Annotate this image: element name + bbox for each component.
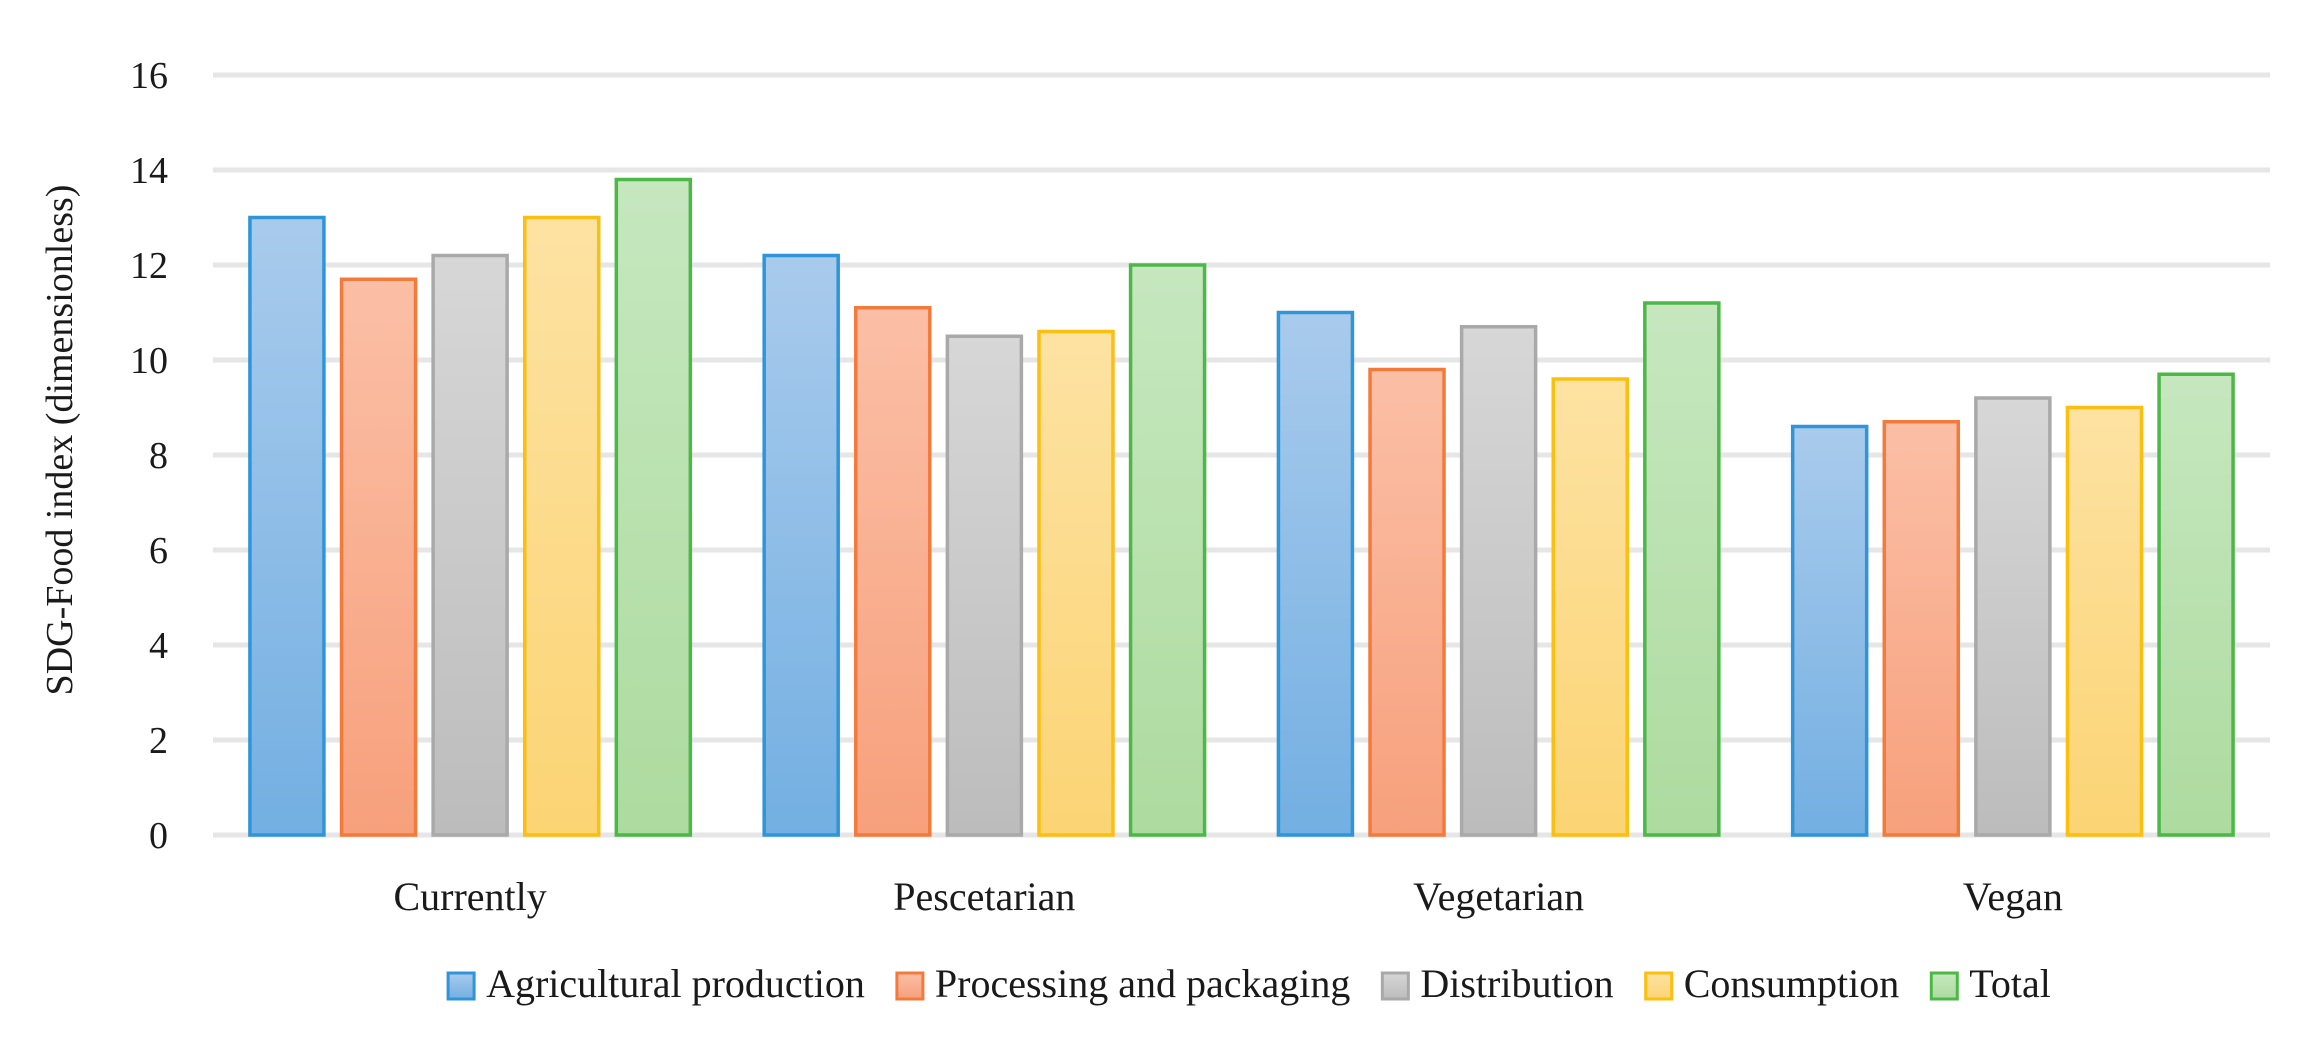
- legend-swatch: [1644, 971, 1674, 1001]
- y-tick-label: 2: [149, 720, 168, 762]
- legend-item-consumption: Consumption: [1644, 961, 1900, 1006]
- bar-vegan-agricultural-production: [1790, 424, 1869, 837]
- legend-item-distribution: Distribution: [1380, 961, 1614, 1006]
- legend-label: Distribution: [1420, 961, 1613, 1006]
- category-label-vegan: Vegan: [1963, 874, 2063, 919]
- y-axis-ticks: 0 2 4 6 8 10 12 14 16: [130, 55, 168, 857]
- y-tick-label: 6: [149, 530, 168, 572]
- y-tick-label: 0: [149, 815, 168, 857]
- legend-label: Total: [1969, 961, 2051, 1006]
- legend-label: Processing and packaging: [935, 961, 1350, 1006]
- legend-label: Consumption: [1684, 961, 1900, 1006]
- bar-currently-consumption: [522, 215, 601, 837]
- bar-currently-total: [614, 177, 693, 837]
- legend-swatch: [446, 971, 476, 1001]
- legend-item-agricultural-production: Agricultural production: [446, 961, 865, 1006]
- bar-vegan-distribution: [1974, 396, 2052, 837]
- bar-vegan-processing-and-packaging: [1882, 420, 1961, 837]
- legend-label: Agricultural production: [486, 961, 865, 1006]
- bar-currently-agricultural-production: [248, 215, 326, 837]
- legend-item-processing-and-packaging: Processing and packaging: [895, 961, 1350, 1006]
- bar-vegetarian-agricultural-production: [1276, 310, 1355, 837]
- y-tick-label: 12: [130, 245, 168, 287]
- bar-pescetarian-total: [1128, 263, 1207, 837]
- bar-currently-processing-and-packaging: [339, 277, 418, 837]
- bar-pescetarian-agricultural-production: [762, 253, 840, 837]
- category-label-pescetarian: Pescetarian: [893, 874, 1075, 919]
- bar-pescetarian-processing-and-packaging: [854, 306, 932, 837]
- legend-swatch: [1380, 971, 1410, 1001]
- bars: [248, 177, 2235, 837]
- category-label-currently: Currently: [393, 874, 546, 919]
- y-tick-label: 14: [130, 150, 168, 192]
- bar-vegetarian-consumption: [1551, 377, 1629, 837]
- bar-vegan-total: [2157, 372, 2235, 837]
- bar-pescetarian-consumption: [1037, 329, 1115, 837]
- gridlines: [213, 72, 2270, 838]
- legend-item-total: Total: [1929, 961, 2051, 1006]
- y-tick-label: 10: [130, 340, 168, 382]
- y-tick-label: 8: [149, 435, 168, 477]
- bar-vegetarian-processing-and-packaging: [1368, 367, 1446, 837]
- legend-swatch: [895, 971, 925, 1001]
- y-tick-label: 4: [149, 625, 168, 667]
- legend: Agricultural production Processing and pa…: [446, 961, 2051, 1006]
- legend-swatch: [1929, 971, 1959, 1001]
- bar-vegetarian-distribution: [1459, 325, 1538, 837]
- bar-pescetarian-distribution: [945, 334, 1024, 837]
- bar-vegan-consumption: [2065, 405, 2144, 837]
- bar-currently-distribution: [431, 253, 509, 837]
- y-tick-label: 16: [130, 55, 168, 97]
- category-label-vegetarian: Vegetarian: [1413, 874, 1584, 919]
- bar-vegetarian-total: [1643, 301, 1721, 837]
- x-axis-categories: Currently Pescetarian Vegetarian Vegan: [393, 874, 2062, 919]
- y-axis-title: SDG-Food index (dimensionless): [39, 185, 81, 696]
